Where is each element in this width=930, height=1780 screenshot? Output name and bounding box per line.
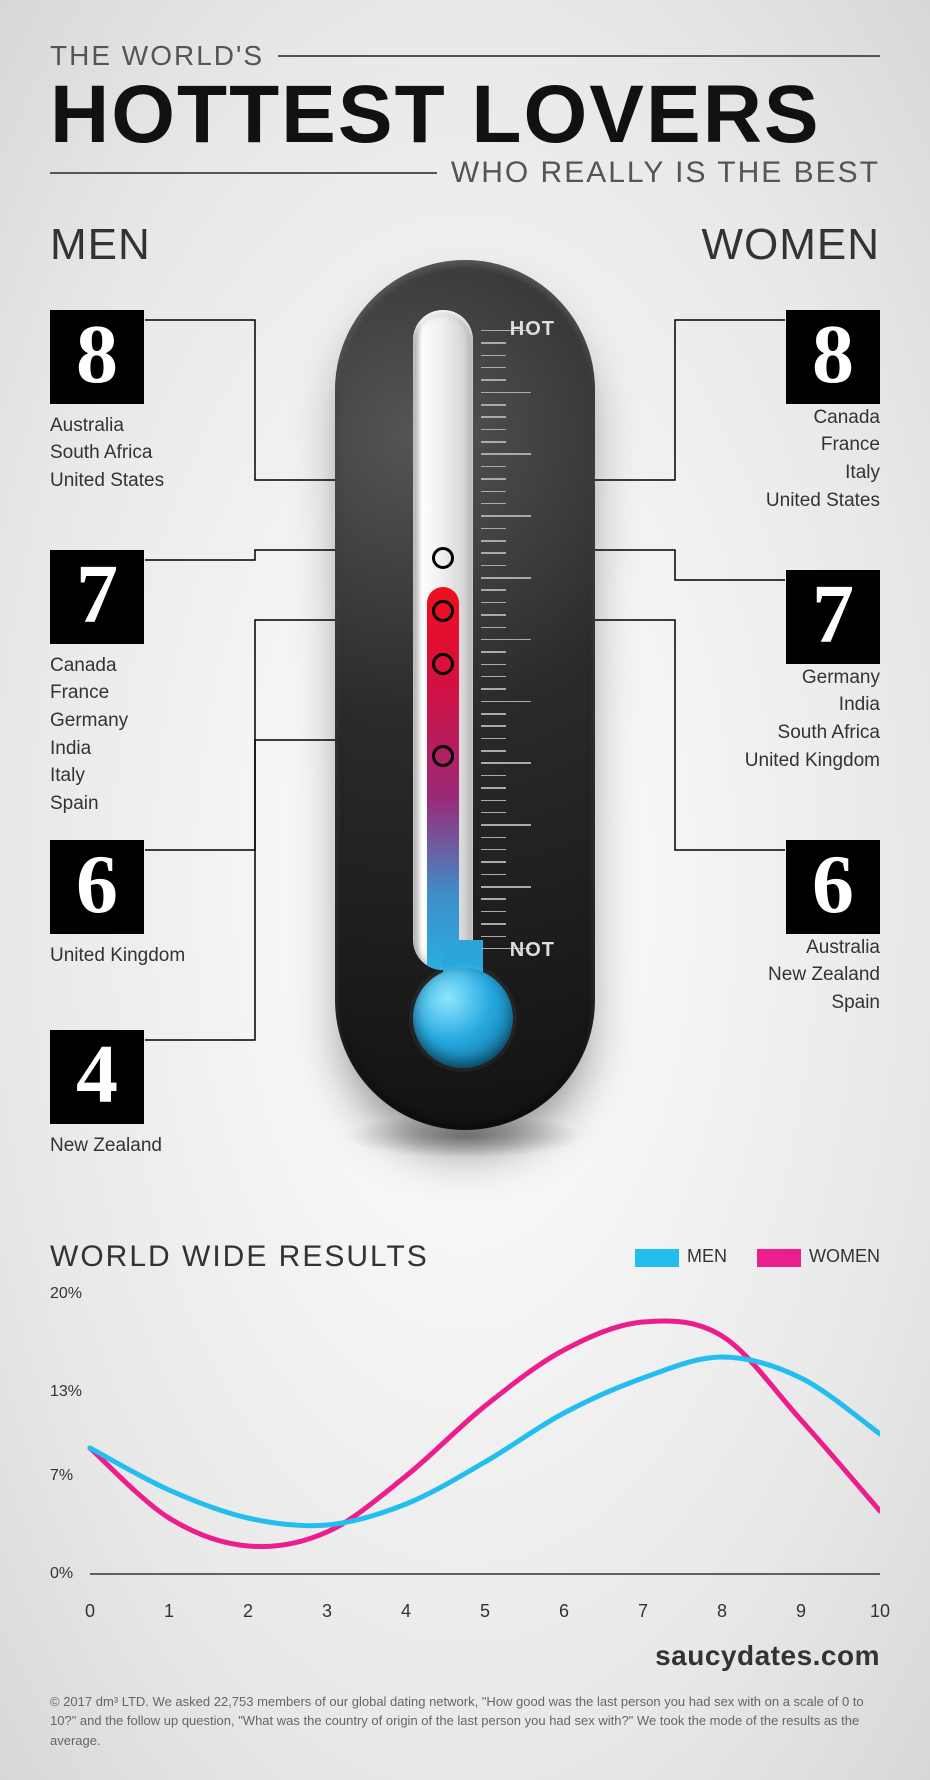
countries-list: AustraliaSouth AfricaUnited States [50, 412, 350, 495]
marker-8 [432, 547, 454, 569]
score-badge: 4 [50, 1030, 144, 1124]
countries-list: CanadaFranceItalyUnited States [580, 404, 880, 514]
swatch-icon [635, 1249, 679, 1267]
thermo-liquid [427, 587, 459, 970]
marker-4 [432, 745, 454, 767]
label-not: NOT [510, 939, 555, 962]
marker-6 [432, 653, 454, 675]
chart-section: WORLD WIDE RESULTS MEN WOMEN 0% 7% 13% 20% 0 1… [50, 1240, 880, 1751]
source-rest: dates.com [737, 1640, 880, 1671]
legend-item: WOMEN [757, 1246, 880, 1267]
subtitle: WHO REALLY IS THE BEST [451, 156, 880, 190]
score-badge: 8 [786, 310, 880, 404]
group-left-4: 4 New Zealand [50, 1030, 350, 1160]
xtick-label: 3 [322, 1601, 332, 1622]
score-badge: 7 [50, 550, 144, 644]
score-badge: 8 [50, 310, 144, 404]
marker-7 [432, 600, 454, 622]
xtick-label: 5 [480, 1601, 490, 1622]
group-left-7: 7CanadaFranceGermanyIndiaItalySpain [50, 550, 350, 817]
group-left-8: 8AustraliaSouth AfricaUnited States [50, 310, 350, 495]
thermo-bulb [413, 968, 513, 1068]
group-right-8: 8CanadaFranceItalyUnited States [580, 310, 880, 514]
thermo-ticks [481, 330, 531, 950]
ytick-label: 7% [50, 1467, 73, 1485]
score-badge: 6 [786, 840, 880, 934]
xtick-label: 8 [717, 1601, 727, 1622]
col-men-label: MEN [50, 220, 151, 270]
ytick-label: 0% [50, 1565, 73, 1583]
eyebrow: THE WORLD'S [50, 40, 264, 72]
xtick-label: 6 [559, 1601, 569, 1622]
series-women [90, 1321, 880, 1547]
ytick-label: 13% [50, 1383, 82, 1401]
chart-plot: 0%7%13%20%012345678910 [50, 1284, 880, 1594]
ytick-label: 20% [50, 1285, 82, 1303]
group-right-7: 7GermanyIndiaSouth AfricaUnited Kingdom [580, 570, 880, 774]
header: THE WORLD'S HOTTEST LOVERS WHO REALLY IS… [50, 40, 880, 190]
label-hot: HOT [510, 318, 555, 341]
group-right-6: 6AustraliaNew ZealandSpain [580, 840, 880, 1017]
rule-sub [50, 172, 437, 174]
group-left-6: 6 United Kingdom [50, 840, 350, 970]
source-line: saucydates.com [50, 1640, 880, 1672]
countries-list: United Kingdom [50, 942, 350, 970]
countries-list: AustraliaNew ZealandSpain [580, 934, 880, 1017]
source-brand: saucy [655, 1640, 737, 1671]
xtick-label: 0 [85, 1601, 95, 1622]
xtick-label: 1 [164, 1601, 174, 1622]
xtick-label: 9 [796, 1601, 806, 1622]
chart-svg [50, 1284, 880, 1594]
score-badge: 6 [50, 840, 144, 934]
xtick-label: 7 [638, 1601, 648, 1622]
chart-legend: MEN WOMEN [635, 1246, 880, 1267]
countries-list: CanadaFranceGermanyIndiaItalySpain [50, 652, 350, 817]
xtick-label: 4 [401, 1601, 411, 1622]
thermo-section: MEN WOMEN 8AustraliaSouth AfricaUnited S… [50, 220, 880, 1240]
series-men [90, 1357, 880, 1526]
xtick-label: 2 [243, 1601, 253, 1622]
score-badge: 7 [786, 570, 880, 664]
countries-list: GermanyIndiaSouth AfricaUnited Kingdom [580, 664, 880, 774]
countries-list: New Zealand [50, 1132, 350, 1160]
fineprint: © 2017 dm³ LTD. We asked 22,753 members … [50, 1692, 880, 1751]
chart-title: WORLD WIDE RESULTS [50, 1240, 429, 1274]
col-women-label: WOMEN [701, 220, 880, 270]
main-title: HOTTEST LOVERS [50, 76, 880, 154]
legend-item: MEN [635, 1246, 727, 1267]
thermo-glass [413, 310, 473, 970]
xtick-label: 10 [870, 1601, 890, 1622]
rule-top [278, 55, 880, 57]
swatch-icon [757, 1249, 801, 1267]
thermometer: HOT NOT [335, 260, 595, 1130]
